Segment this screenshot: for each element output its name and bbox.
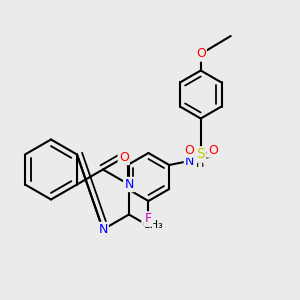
Text: O: O [208,143,218,157]
Text: O: O [119,151,129,164]
Text: S: S [196,148,205,161]
Text: N: N [124,178,134,191]
Text: O: O [184,143,194,157]
Text: N: N [185,155,194,168]
Text: CH₃: CH₃ [142,220,163,230]
Text: N: N [98,223,108,236]
Text: O: O [196,47,206,61]
Text: H: H [196,159,204,170]
Text: F: F [145,212,152,226]
